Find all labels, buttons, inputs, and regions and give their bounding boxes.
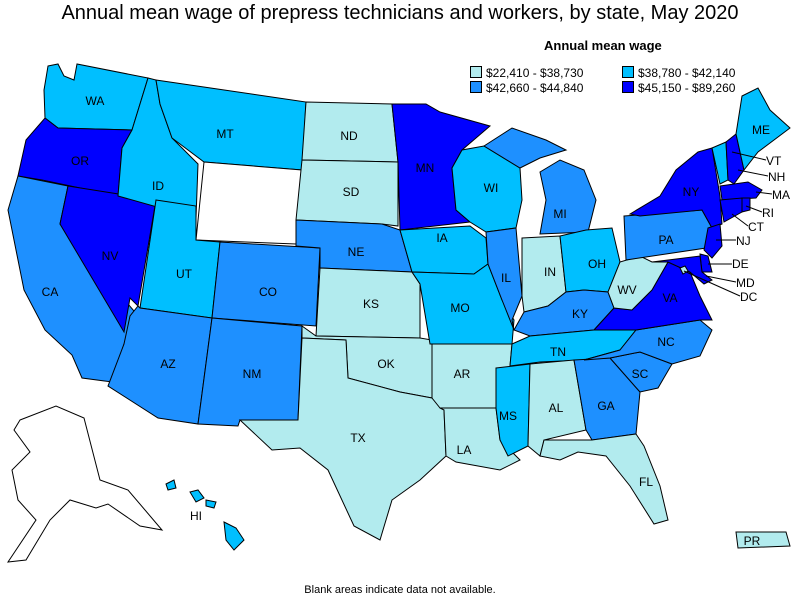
label-AL: AL: [549, 401, 564, 415]
label-NY: NY: [683, 185, 700, 199]
label-OK: OK: [377, 357, 394, 371]
label-RI: RI: [762, 206, 774, 220]
label-ND: ND: [340, 129, 358, 143]
label-PR: PR: [744, 534, 761, 548]
state-NH[interactable]: [725, 133, 745, 185]
label-WV: WV: [617, 283, 636, 297]
label-NV: NV: [102, 249, 119, 263]
legend-item-tier-3: $42,660 - $44,840: [470, 81, 583, 95]
label-LA: LA: [457, 443, 472, 457]
label-MO: MO: [450, 301, 469, 315]
state-PR[interactable]: [735, 531, 791, 549]
label-MD: MD: [736, 276, 755, 290]
label-NC: NC: [657, 335, 675, 349]
state-AK[interactable]: [6, 405, 164, 563]
label-ME: ME: [752, 123, 770, 137]
footnote: Blank areas indicate data not available.: [304, 584, 496, 596]
label-PA: PA: [658, 233, 673, 247]
label-IN: IN: [544, 265, 556, 279]
label-AZ: AZ: [160, 357, 175, 371]
label-DC: DC: [740, 290, 758, 304]
state-ME[interactable]: [735, 87, 791, 172]
label-TN: TN: [550, 345, 566, 359]
map-title: Annual mean wage of prepress technicians…: [61, 2, 739, 24]
label-OH: OH: [588, 257, 606, 271]
legend-label-tier-3: $42,660 - $44,840: [486, 81, 584, 95]
label-NM: NM: [243, 367, 262, 381]
legend-item-tier-2: $38,780 - $42,140: [622, 66, 735, 80]
state-MI-upper[interactable]: [483, 127, 568, 169]
state-AZ[interactable]: [107, 305, 213, 425]
state-CT[interactable]: [719, 197, 743, 223]
label-MI: MI: [553, 207, 566, 221]
label-FL: FL: [639, 475, 653, 489]
label-MN: MN: [416, 161, 435, 175]
label-VA: VA: [662, 291, 677, 305]
leader-lines: [683, 151, 773, 297]
state-HI-1[interactable]: [165, 479, 177, 491]
state-MI[interactable]: [539, 159, 597, 235]
state-SD[interactable]: [295, 159, 399, 227]
label-HI: HI: [190, 509, 202, 523]
label-SC: SC: [632, 367, 649, 381]
label-CT: CT: [748, 220, 765, 234]
label-MA: MA: [772, 188, 790, 202]
state-TX[interactable]: [238, 337, 447, 541]
label-CA: CA: [42, 285, 59, 299]
legend-item-tier-4: $45,150 - $89,260: [622, 81, 735, 95]
state-WY[interactable]: [195, 161, 303, 245]
label-VT: VT: [766, 154, 782, 168]
state-CO[interactable]: [211, 241, 321, 327]
state-FL[interactable]: [539, 433, 669, 525]
label-DE: DE: [732, 257, 749, 271]
label-KS: KS: [363, 297, 379, 311]
label-WI: WI: [484, 181, 499, 195]
legend-label-tier-1: $22,410 - $38,730: [486, 66, 584, 80]
state-HI-4[interactable]: [223, 521, 245, 551]
state-NY[interactable]: [628, 147, 723, 229]
label-MT: MT: [216, 127, 234, 141]
label-IL: IL: [501, 271, 511, 285]
label-SD: SD: [343, 185, 360, 199]
legend-item-tier-1: $22,410 - $38,730: [470, 66, 583, 80]
label-IA: IA: [436, 231, 447, 245]
label-AR: AR: [454, 367, 471, 381]
legend-swatch-tier-2: [622, 66, 634, 78]
label-MS: MS: [499, 409, 517, 423]
state-MA[interactable]: [719, 181, 763, 201]
state-WI[interactable]: [451, 145, 523, 233]
label-NH: NH: [768, 170, 785, 184]
label-KY: KY: [572, 307, 588, 321]
state-RI[interactable]: [741, 197, 751, 213]
legend-swatch-tier-1: [470, 66, 482, 78]
state-NJ[interactable]: [703, 223, 723, 259]
label-ID: ID: [152, 179, 164, 193]
label-CO: CO: [259, 285, 277, 299]
label-GA: GA: [597, 399, 614, 413]
state-KS[interactable]: [315, 267, 421, 339]
legend-label-tier-2: $38,780 - $42,140: [638, 66, 736, 80]
legend-swatch-tier-3: [470, 81, 482, 93]
state-IL[interactable]: [485, 227, 523, 331]
label-NJ: NJ: [736, 234, 751, 248]
legend-swatch-tier-4: [622, 81, 634, 93]
label-UT: UT: [176, 267, 193, 281]
legend: Annual mean wage $22,410 - $38,730 $38,7…: [470, 38, 800, 98]
label-WA: WA: [86, 94, 105, 108]
legend-label-tier-4: $45,150 - $89,260: [638, 81, 736, 95]
label-NE: NE: [348, 245, 365, 259]
legend-title: Annual mean wage: [544, 38, 662, 53]
state-MO[interactable]: [411, 263, 515, 345]
label-TX: TX: [350, 431, 365, 445]
state-HI-2[interactable]: [189, 489, 205, 503]
state-HI-3[interactable]: [205, 499, 217, 509]
label-OR: OR: [71, 154, 89, 168]
